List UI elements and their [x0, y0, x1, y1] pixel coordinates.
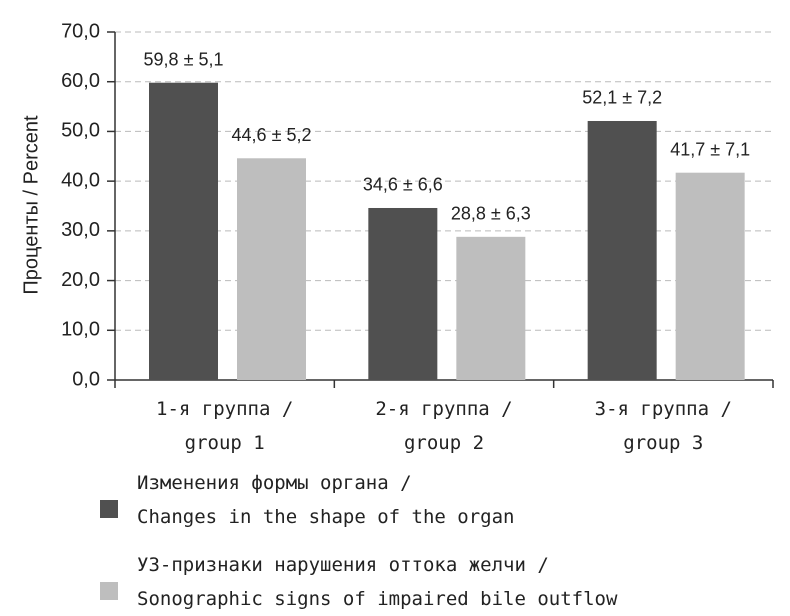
y-tick-label: 10,0	[61, 319, 100, 341]
data-label: 59,8 ± 5,1	[144, 49, 224, 69]
bar	[675, 172, 745, 380]
y-tick-label: 30,0	[61, 219, 100, 241]
x-tick-label: 3-я группа / group 3	[594, 398, 732, 454]
data-label: 34,6 ± 6,6	[363, 175, 443, 195]
bar	[456, 236, 526, 380]
data-label: 52,1 ± 7,2	[582, 88, 662, 108]
y-tick-label: 20,0	[61, 269, 100, 291]
legend-label: УЗ-признаки нарушения оттока желчи / Son…	[137, 554, 618, 610]
x-tick-label: 2-я группа / group 2	[375, 398, 513, 454]
bar	[149, 82, 218, 381]
data-label: 41,7 ± 7,1	[670, 139, 750, 159]
y-tick-label: 60,0	[61, 70, 100, 92]
legend-label: Изменения формы органа / Changes in the …	[137, 472, 515, 528]
bar	[237, 158, 306, 380]
y-tick-label: 40,0	[61, 169, 100, 191]
x-tick-label: 1-я группа / group 1	[156, 398, 294, 454]
legend-swatch	[100, 500, 118, 518]
y-tick-label: 0,0	[72, 368, 100, 390]
y-tick-label: 50,0	[61, 120, 100, 142]
bar	[368, 207, 438, 380]
bar	[587, 120, 657, 380]
y-tick-label: 70,0	[61, 20, 100, 42]
legend-swatch	[100, 582, 118, 600]
data-label: 44,6 ± 5,2	[232, 125, 312, 145]
data-label: 28,8 ± 6,3	[451, 204, 531, 224]
y-axis-label: Проценты / Percent	[20, 115, 42, 295]
